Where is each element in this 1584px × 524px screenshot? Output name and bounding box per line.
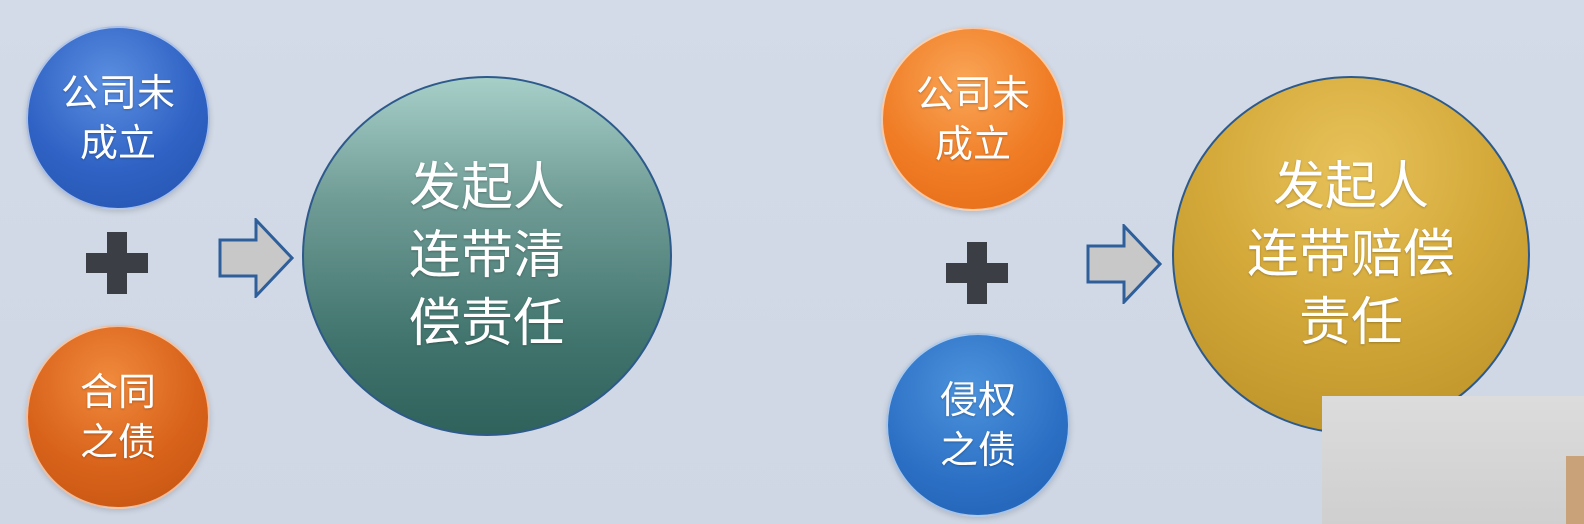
contract-debt-circle: 合同 之债 [26, 325, 210, 509]
plus-icon [86, 232, 148, 294]
joint-repayment-liability-label: 发起人 连带清 偿责任 [408, 158, 565, 354]
company-not-established-circle-left: 公司未 成立 [26, 26, 210, 210]
tort-debt-label: 侵权 之债 [939, 378, 1016, 472]
tort-debt-circle: 侵权 之债 [886, 333, 1070, 517]
company-not-established-label-left: 公司未 成立 [60, 71, 175, 165]
company-not-established-circle-right: 公司未 成立 [881, 27, 1065, 211]
contract-debt-label: 合同 之债 [79, 370, 156, 464]
company-not-established-label-right: 公司未 成立 [915, 72, 1030, 166]
right-arrow-icon [218, 218, 294, 298]
video-overlay [1322, 396, 1584, 524]
joint-repayment-liability-circle: 发起人 连带清 偿责任 [302, 76, 672, 436]
overlay-edge [1566, 456, 1584, 524]
joint-compensation-liability-label: 发起人 连带赔偿 责任 [1246, 157, 1455, 353]
joint-compensation-liability-circle: 发起人 连带赔偿 责任 [1172, 76, 1530, 434]
right-arrow-icon [1086, 224, 1162, 304]
plus-icon [946, 242, 1008, 304]
